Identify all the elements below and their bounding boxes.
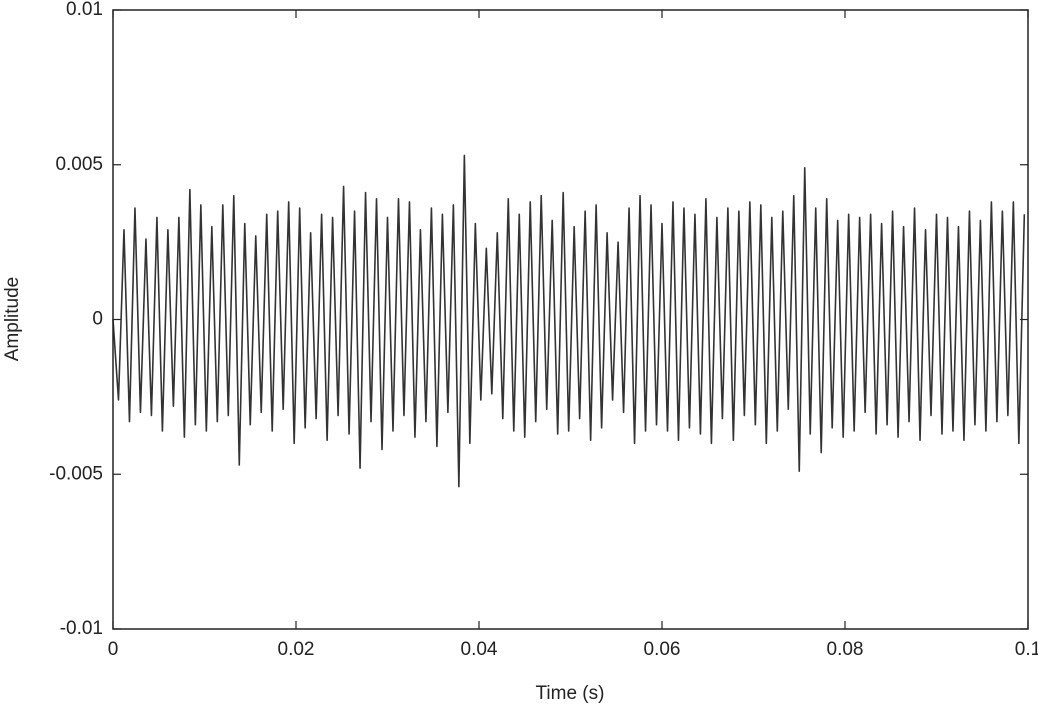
y-tick-label: -0.01 (60, 618, 103, 639)
x-tick-label: 0.04 (461, 639, 498, 660)
y-tick-label: -0.005 (49, 463, 103, 484)
x-tick-label: 0.08 (827, 639, 864, 660)
x-tick-label: 0 (108, 639, 119, 660)
y-axis-label: Amplitude (2, 277, 23, 362)
x-tick-label: 0.06 (644, 639, 681, 660)
y-tick-label: 0 (92, 309, 103, 330)
y-tick-label: 0.01 (66, 0, 103, 20)
x-tick-label: 0.02 (278, 639, 315, 660)
x-tick-label: 0.1 (1015, 639, 1038, 660)
x-axis-label: Time (s) (536, 683, 605, 704)
signal-line (112, 154, 1026, 488)
y-tick-label: 0.005 (55, 154, 103, 175)
plot-frame (112, 9, 1029, 630)
